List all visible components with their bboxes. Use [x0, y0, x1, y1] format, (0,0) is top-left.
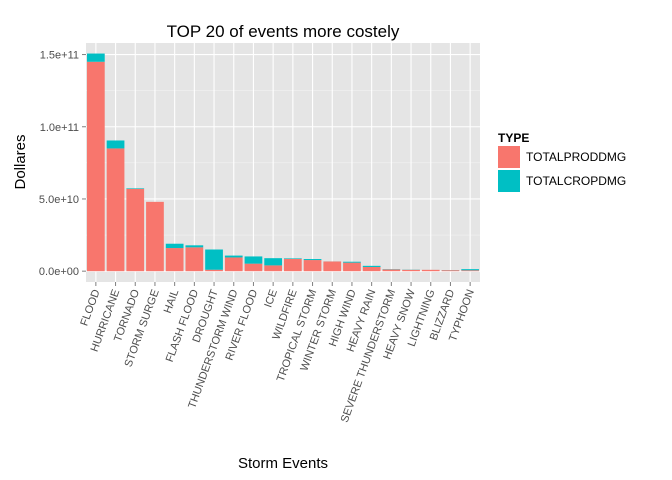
- bar-totalcropdmg-river-flood: [244, 256, 263, 264]
- legend-key-totalcropdmg: [498, 170, 520, 192]
- bar-totalproddmg-hail: [165, 248, 184, 272]
- legend: TYPE TOTALPRODDMG TOTALCROPDMG: [498, 131, 626, 192]
- bars: [86, 53, 480, 272]
- y-tick-label: 1.5e+11: [40, 50, 79, 62]
- bar-totalcropdmg-flash-flood: [185, 245, 204, 248]
- legend-title: TYPE: [498, 131, 529, 145]
- y-tick-label: 0.0e+00: [39, 266, 79, 278]
- bar-totalproddmg-tornado: [126, 188, 145, 272]
- bar-totalproddmg-severe-thunderstorm: [382, 269, 401, 272]
- x-tick-label: ICE: [262, 288, 280, 309]
- bar-totalcropdmg-ice: [264, 258, 283, 266]
- legend-key-totalproddmg: [498, 146, 520, 168]
- bar-totalproddmg-thunderstorm-wind: [224, 257, 243, 272]
- bar-totalcropdmg-heavy-rain: [362, 265, 381, 267]
- bar-totalproddmg-high-wind: [343, 262, 361, 272]
- bar-totalcropdmg-wildfire: [283, 258, 302, 259]
- y-tick-label: 5.0e+10: [39, 194, 79, 206]
- y-axis: 0.0e+00 5.0e+10 1.0e+11 1.5e+11: [39, 50, 86, 278]
- plot-panel: [86, 43, 480, 282]
- bar-totalproddmg-tropical-storm: [303, 260, 322, 272]
- bar-totalproddmg-storm-surge: [146, 201, 164, 272]
- chart-title: TOP 20 of events more costely: [167, 22, 400, 41]
- bar-totalproddmg-flood: [86, 61, 105, 272]
- bar-totalproddmg-wildfire: [283, 258, 302, 272]
- legend-label-totalproddmg: TOTALPRODDMG: [526, 150, 626, 164]
- y-axis-label: Dollares: [12, 134, 29, 189]
- y-tick-label: 1.0e+11: [40, 122, 79, 134]
- bar-totalproddmg-heavy-snow: [402, 269, 420, 272]
- bar-totalcropdmg-hail: [165, 243, 184, 249]
- bar-totalcropdmg-tropical-storm: [303, 259, 322, 261]
- bar-totalproddmg-drought: [205, 269, 223, 272]
- bar-totalproddmg-river-flood: [244, 263, 263, 272]
- legend-label-totalcropdmg: TOTALCROPDMG: [526, 174, 626, 188]
- grid-lines: [86, 43, 480, 282]
- bar-totalproddmg-flash-flood: [185, 247, 204, 272]
- bar-totalproddmg-blizzard: [441, 270, 460, 272]
- x-tick-label: HAIL: [162, 288, 182, 315]
- bar-totalproddmg-winter-storm: [323, 261, 342, 272]
- bar-totalcropdmg-typhoon: [461, 269, 480, 271]
- bar-totalproddmg-typhoon: [461, 270, 480, 272]
- bar-totalproddmg-lightning: [421, 269, 440, 272]
- bar-totalcropdmg-flood: [86, 53, 105, 62]
- bar-totalcropdmg-tornado: [126, 188, 145, 189]
- bar-totalcropdmg-hurricane: [106, 140, 125, 149]
- bar-totalproddmg-heavy-rain: [362, 266, 381, 272]
- bar-totalproddmg-hurricane: [106, 148, 125, 272]
- x-axis-label: Storm Events: [238, 455, 328, 472]
- bar-totalcropdmg-drought: [205, 249, 223, 270]
- bar-totalproddmg-ice: [264, 265, 283, 272]
- bar-totalcropdmg-high-wind: [343, 261, 361, 263]
- bar-totalcropdmg-thunderstorm-wind: [224, 255, 243, 258]
